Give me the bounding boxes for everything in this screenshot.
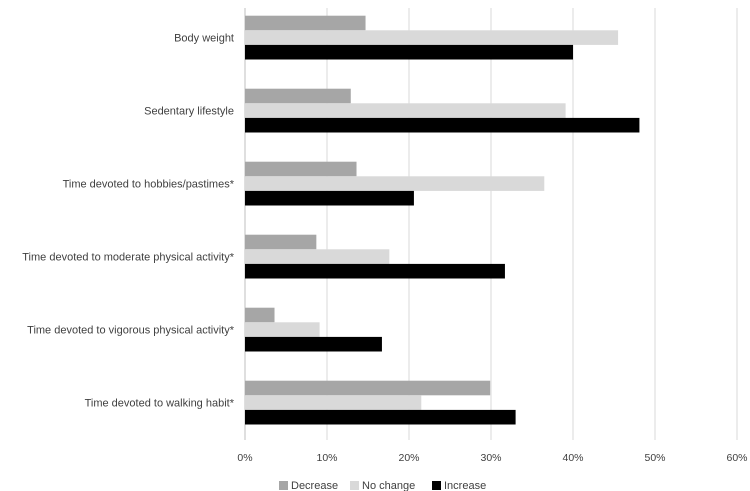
bar-no-change xyxy=(245,176,545,191)
bar-increase xyxy=(245,190,414,206)
legend-swatch xyxy=(432,481,441,490)
x-tick-label: 10% xyxy=(316,452,337,464)
x-tick-labels: 0% 10% 20% 30% 40% 50% 60% xyxy=(237,452,747,464)
legend-label: Decrease xyxy=(291,480,338,491)
legend-label: No change xyxy=(362,480,415,491)
bar-no-change xyxy=(245,322,320,337)
bar-no-change xyxy=(245,103,566,118)
x-tick-label: 50% xyxy=(644,452,665,464)
x-tick-label: 0% xyxy=(237,452,252,464)
bar-decrease xyxy=(245,88,351,104)
category-label: Time devoted to walking habit* xyxy=(85,398,235,410)
category-label: Body weight xyxy=(174,33,234,45)
x-tick-label: 40% xyxy=(562,452,583,464)
bar-increase xyxy=(245,117,640,133)
bar-decrease xyxy=(245,380,491,396)
category-label: Time devoted to moderate physical activi… xyxy=(22,252,234,264)
legend: Decrease No change Increase xyxy=(279,480,486,491)
gridlines xyxy=(244,8,738,440)
bar-increase xyxy=(245,409,516,425)
category-label: Time devoted to vigorous physical activi… xyxy=(27,325,235,337)
x-tick-label: 30% xyxy=(480,452,501,464)
legend-swatch xyxy=(350,481,359,490)
bar-no-change xyxy=(245,30,619,45)
category-label: Time devoted to hobbies/pastimes* xyxy=(63,179,235,191)
category-labels: Body weight Sedentary lifestyle Time devot… xyxy=(22,33,234,410)
x-tick-label: 20% xyxy=(398,452,419,464)
category-label: Sedentary lifestyle xyxy=(144,106,234,118)
bar-increase xyxy=(245,44,573,60)
bar-increase xyxy=(245,336,382,352)
bar-decrease xyxy=(245,307,275,323)
bar-decrease xyxy=(245,234,317,250)
bar-decrease xyxy=(245,161,357,177)
bars-group xyxy=(245,15,640,425)
legend-label: Increase xyxy=(444,480,486,491)
bar-no-change xyxy=(245,249,390,264)
bar-no-change xyxy=(245,395,422,410)
x-tick-label: 60% xyxy=(726,452,747,464)
legend-swatch xyxy=(279,481,288,490)
bar-decrease xyxy=(245,15,366,31)
bar-increase xyxy=(245,263,505,279)
